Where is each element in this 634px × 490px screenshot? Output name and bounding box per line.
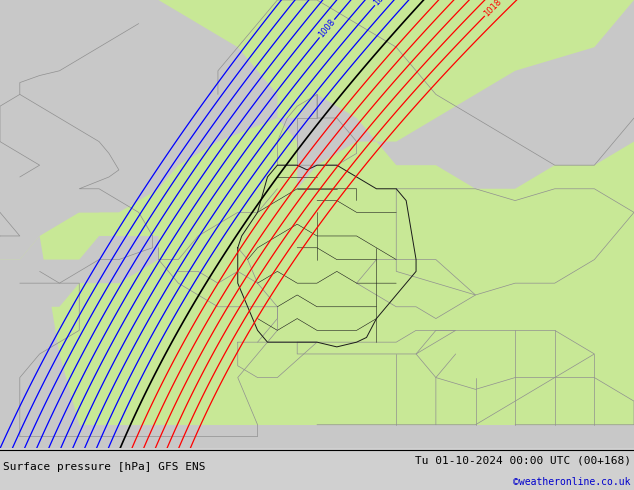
Text: 1018: 1018 xyxy=(482,0,503,18)
Text: 1008: 1008 xyxy=(317,18,337,40)
Text: 1010: 1010 xyxy=(372,0,393,7)
Polygon shape xyxy=(0,142,99,236)
Polygon shape xyxy=(0,0,278,260)
Polygon shape xyxy=(0,425,634,448)
Polygon shape xyxy=(0,0,634,448)
Polygon shape xyxy=(20,236,158,307)
Polygon shape xyxy=(278,95,377,165)
Polygon shape xyxy=(297,0,634,189)
Text: Tu 01-10-2024 00:00 UTC (00+168): Tu 01-10-2024 00:00 UTC (00+168) xyxy=(415,456,631,466)
Text: ©weatheronline.co.uk: ©weatheronline.co.uk xyxy=(514,477,631,487)
Text: Surface pressure [hPa] GFS ENS: Surface pressure [hPa] GFS ENS xyxy=(3,462,205,472)
Polygon shape xyxy=(0,236,79,448)
